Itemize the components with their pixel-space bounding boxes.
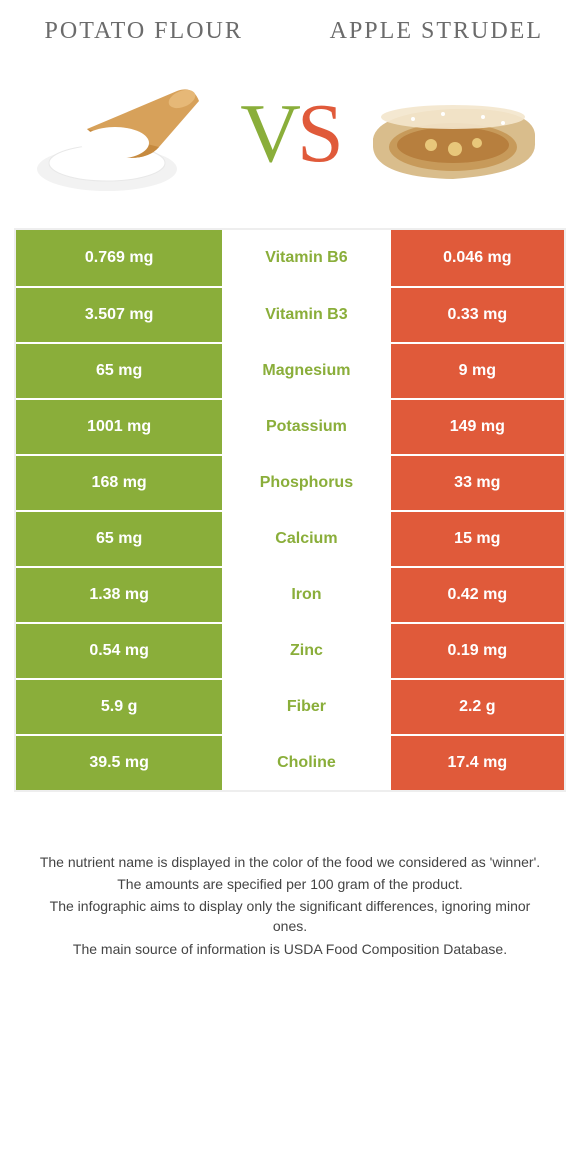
food-left-image	[22, 64, 232, 204]
table-row: 0.54 mgZinc0.19 mg	[16, 622, 564, 678]
nutrient-name: Calcium	[224, 512, 388, 566]
table-row: 65 mgCalcium15 mg	[16, 510, 564, 566]
table-row: 168 mgPhosphorus33 mg	[16, 454, 564, 510]
nutrient-name: Choline	[224, 736, 388, 790]
footer-line: The infographic aims to display only the…	[32, 896, 548, 937]
nutrient-right-value: 0.046 mg	[389, 230, 564, 286]
nutrient-name: Vitamin B6	[224, 230, 388, 286]
table-row: 65 mgMagnesium9 mg	[16, 342, 564, 398]
table-row: 0.769 mgVitamin B60.046 mg	[16, 230, 564, 286]
nutrient-left-value: 168 mg	[16, 456, 224, 510]
nutrient-left-value: 39.5 mg	[16, 736, 224, 790]
nutrient-right-value: 0.19 mg	[389, 624, 564, 678]
vs-v: V	[240, 87, 297, 180]
nutrient-name: Magnesium	[224, 344, 388, 398]
nutrient-left-value: 1.38 mg	[16, 568, 224, 622]
food-left-title: POTATO FLOUR	[24, 18, 263, 46]
table-row: 1001 mgPotassium149 mg	[16, 398, 564, 454]
footer-notes: The nutrient name is displayed in the co…	[14, 792, 566, 959]
nutrient-left-value: 0.54 mg	[16, 624, 224, 678]
footer-line: The amounts are specified per 100 gram o…	[32, 874, 548, 894]
nutrient-name: Zinc	[224, 624, 388, 678]
nutrient-left-value: 5.9 g	[16, 680, 224, 734]
vs-label: VS	[240, 92, 339, 176]
nutrient-name: Vitamin B3	[224, 288, 388, 342]
nutrient-name: Phosphorus	[224, 456, 388, 510]
nutrient-name: Iron	[224, 568, 388, 622]
nutrient-left-value: 65 mg	[16, 344, 224, 398]
nutrient-right-value: 15 mg	[389, 512, 564, 566]
footer-line: The nutrient name is displayed in the co…	[32, 852, 548, 872]
food-right-image	[348, 64, 558, 204]
footer-line: The main source of information is USDA F…	[32, 939, 548, 959]
nutrient-left-value: 0.769 mg	[16, 230, 224, 286]
nutrient-right-value: 0.33 mg	[389, 288, 564, 342]
table-row: 39.5 mgCholine17.4 mg	[16, 734, 564, 790]
nutrient-right-value: 149 mg	[389, 400, 564, 454]
nutrient-right-value: 2.2 g	[389, 680, 564, 734]
nutrient-right-value: 33 mg	[389, 456, 564, 510]
nutrient-left-value: 65 mg	[16, 512, 224, 566]
nutrient-table: 0.769 mgVitamin B60.046 mg3.507 mgVitami…	[14, 228, 566, 792]
nutrient-name: Fiber	[224, 680, 388, 734]
table-row: 3.507 mgVitamin B30.33 mg	[16, 286, 564, 342]
nutrient-right-value: 0.42 mg	[389, 568, 564, 622]
food-right-title: APPLE STRUDEL	[317, 18, 556, 46]
nutrient-right-value: 9 mg	[389, 344, 564, 398]
table-row: 1.38 mgIron0.42 mg	[16, 566, 564, 622]
vs-s: S	[297, 87, 340, 180]
nutrient-left-value: 3.507 mg	[16, 288, 224, 342]
nutrient-name: Potassium	[224, 400, 388, 454]
nutrient-right-value: 17.4 mg	[389, 736, 564, 790]
nutrient-left-value: 1001 mg	[16, 400, 224, 454]
table-row: 5.9 gFiber2.2 g	[16, 678, 564, 734]
